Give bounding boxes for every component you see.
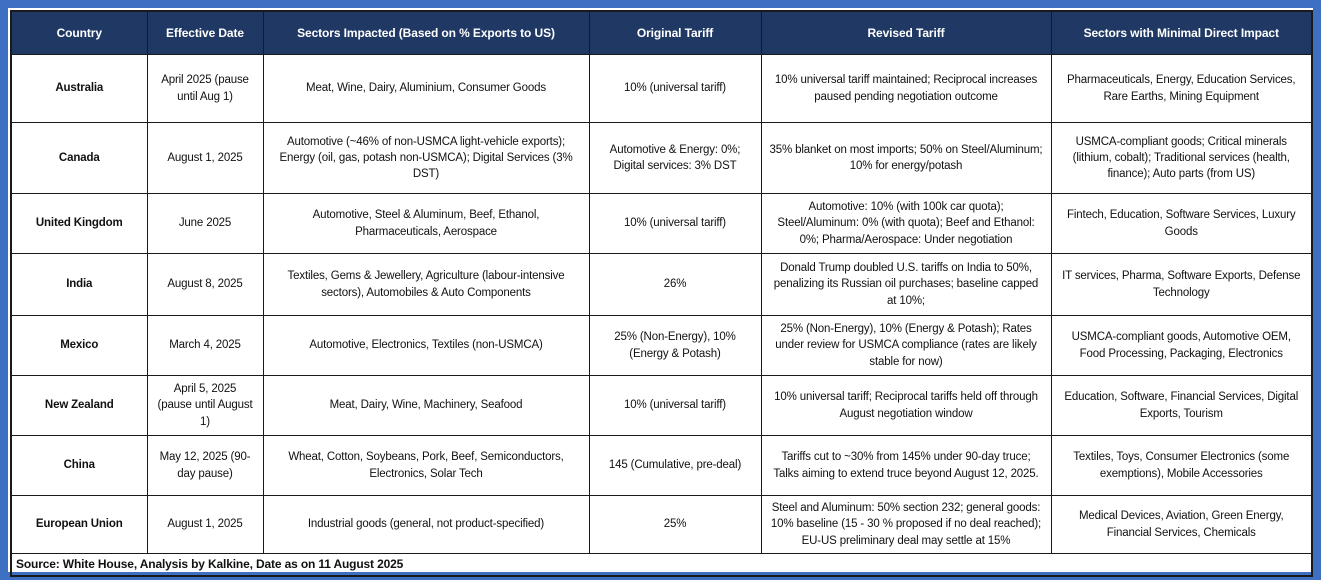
cell-revised-tariff: Tariffs cut to ~30% from 145% under 90-d… <box>760 435 1052 496</box>
cell-sectors-impacted: Wheat, Cotton, Soybeans, Pork, Beef, Sem… <box>262 435 590 496</box>
source-row: Source: White House, Analysis by Kalkine… <box>10 553 1313 577</box>
table-row: India August 8, 2025 Textiles, Gems & Jewe… <box>10 253 1313 316</box>
cell-country: Canada <box>10 122 148 194</box>
table-row: Mexico March 4, 2025 Automotive, Electroni… <box>10 315 1313 376</box>
source-note: Source: White House, Analysis by Kalkine… <box>10 553 1313 577</box>
cell-effective-date: June 2025 <box>146 193 264 254</box>
cell-sectors-impacted: Industrial goods (general, not product-s… <box>262 495 590 554</box>
table-row: United Kingdom June 2025 Automotive, Steel… <box>10 193 1313 254</box>
column-header: Sectors Impacted (Based on % Exports to … <box>262 10 590 55</box>
cell-sectors-impacted: Automotive, Steel & Aluminum, Beef, Etha… <box>262 193 590 254</box>
cell-country: Australia <box>10 54 148 123</box>
cell-sectors-impacted: Textiles, Gems & Jewellery, Agriculture … <box>262 253 590 316</box>
cell-effective-date: April 2025 (pause until Aug 1) <box>146 54 264 123</box>
table-row: China May 12, 2025 (90-day pause) Wheat, C… <box>10 435 1313 496</box>
cell-revised-tariff: Steel and Aluminum: 50% section 232; gen… <box>760 495 1052 554</box>
cell-minimal-impact: Pharmaceuticals, Energy, Education Servi… <box>1050 54 1313 123</box>
cell-minimal-impact: USMCA-compliant goods; Critical minerals… <box>1050 122 1313 194</box>
column-header: Original Tariff <box>588 10 762 55</box>
cell-revised-tariff: Donald Trump doubled U.S. tariffs on Ind… <box>760 253 1052 316</box>
cell-revised-tariff: 25% (Non-Energy), 10% (Energy & Potash);… <box>760 315 1052 376</box>
cell-country: European Union <box>10 495 148 554</box>
cell-original-tariff: 25% <box>588 495 762 554</box>
column-header: Revised Tariff <box>760 10 1052 55</box>
cell-sectors-impacted: Meat, Wine, Dairy, Aluminium, Consumer G… <box>262 54 590 123</box>
cell-original-tariff: 26% <box>588 253 762 316</box>
table-row: European Union August 1, 2025 Industrial g… <box>10 495 1313 554</box>
cell-country: New Zealand <box>10 375 148 436</box>
column-header: Country <box>10 10 148 55</box>
cell-sectors-impacted: Automotive (~46% of non-USMCA light-vehi… <box>262 122 590 194</box>
table-row: Canada August 1, 2025 Automotive (~46% of … <box>10 122 1313 194</box>
cell-effective-date: May 12, 2025 (90-day pause) <box>146 435 264 496</box>
cell-revised-tariff: 10% universal tariff maintained; Recipro… <box>760 54 1052 123</box>
cell-minimal-impact: Fintech, Education, Software Services, L… <box>1050 193 1313 254</box>
tariff-table: Country Effective Date Sectors Impacted (B… <box>10 10 1313 577</box>
cell-country: India <box>10 253 148 316</box>
cell-revised-tariff: 10% universal tariff; Reciprocal tariffs… <box>760 375 1052 436</box>
table-row: New Zealand April 5, 2025 (pause until Au… <box>10 375 1313 436</box>
cell-original-tariff: 10% (universal tariff) <box>588 54 762 123</box>
cell-effective-date: August 1, 2025 <box>146 122 264 194</box>
column-header: Effective Date <box>146 10 264 55</box>
cell-original-tariff: Automotive & Energy: 0%; Digital service… <box>588 122 762 194</box>
cell-original-tariff: 145 (Cumulative, pre-deal) <box>588 435 762 496</box>
cell-revised-tariff: 35% blanket on most imports; 50% on Stee… <box>760 122 1052 194</box>
cell-minimal-impact: Textiles, Toys, Consumer Electronics (so… <box>1050 435 1313 496</box>
header-row: Country Effective Date Sectors Impacted (B… <box>10 10 1313 55</box>
cell-minimal-impact: IT services, Pharma, Software Exports, D… <box>1050 253 1313 316</box>
column-header: Sectors with Minimal Direct Impact <box>1050 10 1313 55</box>
cell-country: Mexico <box>10 315 148 376</box>
cell-effective-date: August 1, 2025 <box>146 495 264 554</box>
cell-effective-date: August 8, 2025 <box>146 253 264 316</box>
cell-original-tariff: 10% (universal tariff) <box>588 375 762 436</box>
cell-minimal-impact: USMCA-compliant goods, Automotive OEM, F… <box>1050 315 1313 376</box>
cell-country: China <box>10 435 148 496</box>
cell-minimal-impact: Education, Software, Financial Services,… <box>1050 375 1313 436</box>
cell-sectors-impacted: Meat, Dairy, Wine, Machinery, Seafood <box>262 375 590 436</box>
cell-revised-tariff: Automotive: 10% (with 100k car quota); S… <box>760 193 1052 254</box>
cell-effective-date: March 4, 2025 <box>146 315 264 376</box>
cell-minimal-impact: Medical Devices, Aviation, Green Energy,… <box>1050 495 1313 554</box>
table-row: Australia April 2025 (pause until Aug 1) M… <box>10 54 1313 123</box>
cell-sectors-impacted: Automotive, Electronics, Textiles (non-U… <box>262 315 590 376</box>
cell-effective-date: April 5, 2025 (pause until August 1) <box>146 375 264 436</box>
cell-original-tariff: 10% (universal tariff) <box>588 193 762 254</box>
cell-original-tariff: 25% (Non-Energy), 10% (Energy & Potash) <box>588 315 762 376</box>
cell-country: United Kingdom <box>10 193 148 254</box>
